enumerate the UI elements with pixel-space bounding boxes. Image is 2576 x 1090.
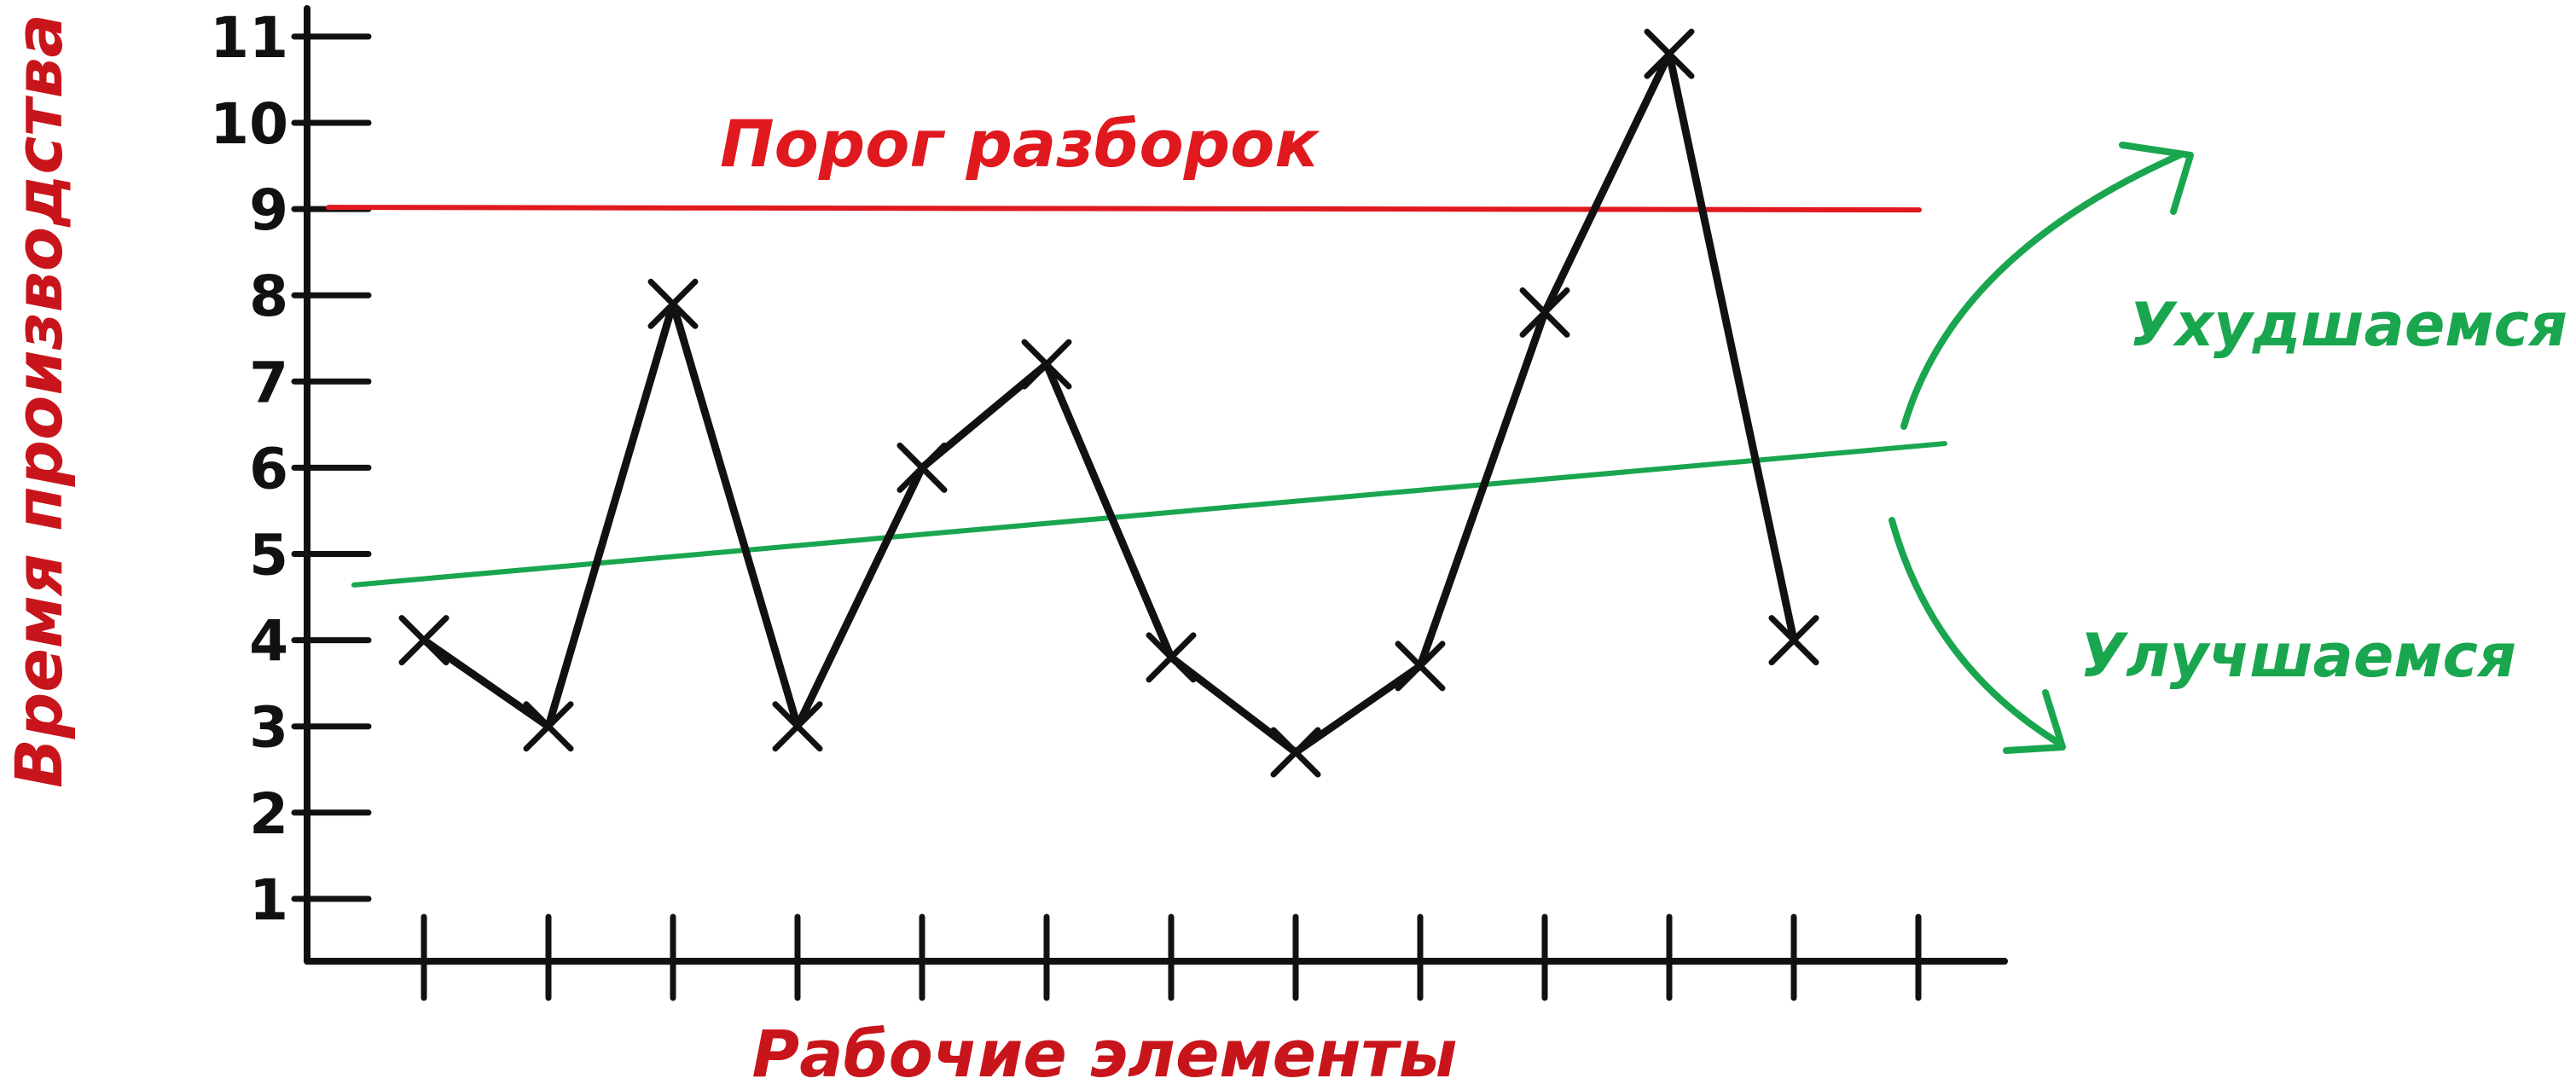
- point-mark-b: [896, 442, 948, 493]
- point-mark-b: [1768, 615, 1819, 666]
- data-point-5: [896, 442, 948, 493]
- point-mark-b: [523, 701, 574, 752]
- better-label: Улучшаемся: [2080, 621, 2516, 691]
- trend-group: [351, 441, 1947, 588]
- y-tick-label-1: 1: [249, 867, 288, 933]
- better-arrow: [1888, 517, 2063, 747]
- point-mark-b: [647, 278, 699, 329]
- data-point-4: [772, 701, 823, 752]
- worse-label: Ухудшаемся: [2129, 290, 2567, 360]
- y-tick-label-3: 3: [249, 695, 288, 761]
- data-point-8: [1270, 727, 1321, 778]
- y-tick-label-6: 6: [249, 436, 288, 502]
- point-mark-b: [1519, 287, 1570, 338]
- data-point-10: [1519, 287, 1570, 338]
- worse-arrow-head: [2119, 142, 2194, 215]
- y-tick-label-8: 8: [249, 264, 288, 329]
- axes: [304, 5, 2008, 965]
- y-axis-title: Время производства: [1, 14, 77, 788]
- y-tick-label-10: 10: [210, 91, 288, 157]
- y-tick-label-2: 2: [249, 781, 288, 847]
- worse-arrow: [1900, 152, 2183, 430]
- x-ticks: [421, 913, 1922, 1001]
- threshold-line: [326, 205, 1922, 213]
- data-point-6: [1021, 339, 1072, 390]
- y-tick-label-4: 4: [249, 609, 288, 675]
- threshold-group: [326, 205, 1922, 213]
- annotations: [1888, 142, 2194, 754]
- y-tick-label-9: 9: [249, 177, 288, 243]
- data-point-9: [1395, 641, 1446, 692]
- y-ticks: 1 2 3 4 5 6 7 8 9 10 11: [210, 5, 372, 933]
- data-point-2: [523, 701, 574, 752]
- x-axis-title: Рабочие элементы: [752, 1016, 1458, 1090]
- y-tick-label-11: 11: [210, 5, 288, 71]
- data-point-1: [398, 615, 450, 666]
- point-mark-b: [1146, 632, 1197, 683]
- point-mark-b: [1395, 641, 1446, 692]
- series-line: [420, 49, 1798, 757]
- threshold-label: Порог разборок: [720, 106, 1320, 182]
- data-point-3: [647, 278, 699, 329]
- series-group: [398, 28, 1819, 778]
- point-mark-b: [1021, 339, 1072, 390]
- data-point-12: [1768, 615, 1819, 666]
- data-point-7: [1146, 632, 1197, 683]
- y-tick-label-7: 7: [249, 350, 288, 415]
- trend-line: [351, 441, 1947, 588]
- point-mark-b: [1270, 727, 1321, 778]
- y-tick-label-5: 5: [249, 523, 288, 588]
- point-mark-b: [1644, 28, 1695, 79]
- better-arrow-head: [2003, 689, 2066, 754]
- data-point-11: [1644, 28, 1695, 79]
- point-mark-b: [398, 615, 450, 666]
- point-mark-b: [772, 701, 823, 752]
